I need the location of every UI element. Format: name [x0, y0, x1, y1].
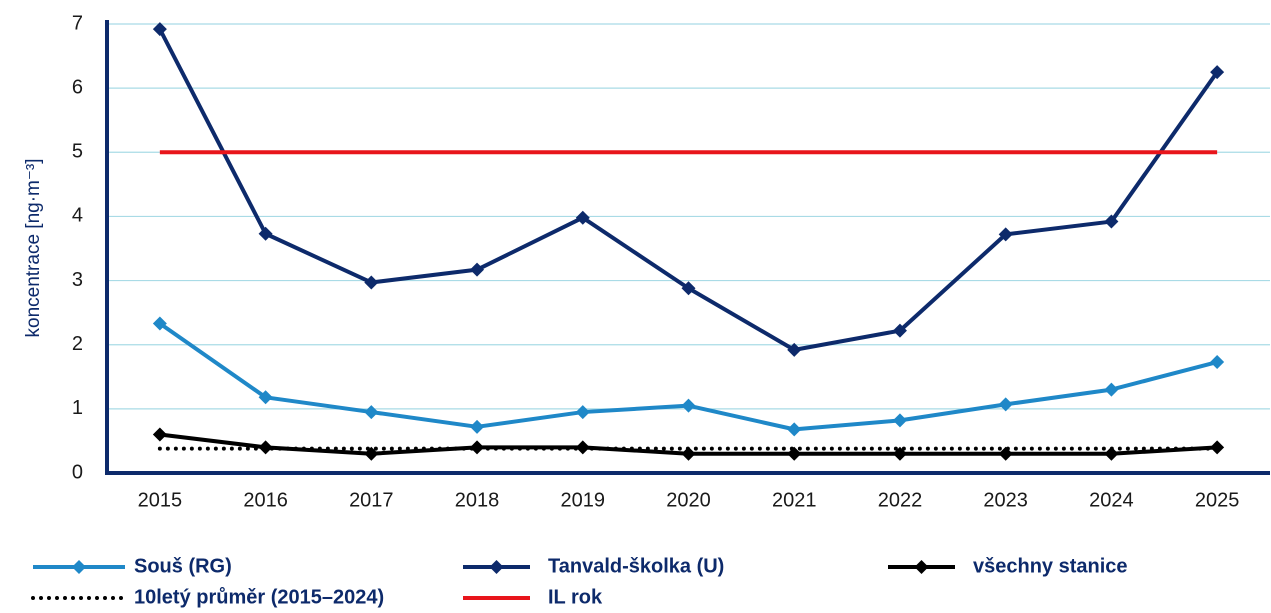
marker	[1104, 446, 1119, 461]
x-tick-label: 2021	[772, 489, 817, 511]
y-tick-label: 3	[72, 269, 83, 291]
legend-marker	[914, 560, 929, 574]
legend-label: všechny stanice	[973, 555, 1128, 577]
marker	[1210, 355, 1225, 370]
marker	[575, 405, 590, 420]
marker	[681, 281, 696, 296]
x-tick-label: 2020	[666, 489, 711, 511]
marker	[575, 440, 590, 455]
marker	[892, 323, 907, 338]
marker	[152, 22, 167, 37]
marker	[364, 275, 379, 290]
marker	[892, 413, 907, 428]
series-line	[158, 321, 1218, 432]
legend-label: Souš (RG)	[134, 555, 232, 577]
marker	[787, 422, 802, 437]
marker	[681, 446, 696, 461]
x-tick-label: 2016	[243, 489, 288, 511]
marker	[152, 427, 167, 442]
y-tick-label: 6	[72, 76, 83, 98]
marker	[892, 446, 907, 461]
marker	[1104, 214, 1119, 229]
legend-marker	[72, 560, 86, 574]
x-tick-label: 2018	[455, 489, 500, 511]
marker	[1104, 382, 1119, 397]
marker	[470, 440, 485, 455]
marker	[258, 390, 273, 405]
marker	[470, 419, 485, 434]
x-tick-label: 2019	[561, 489, 606, 511]
legend-label: 10letý průměr (2015–2024)	[134, 586, 384, 608]
y-tick-label: 2	[72, 333, 83, 355]
y-tick-label: 5	[72, 141, 83, 163]
marker	[152, 316, 167, 331]
marker	[258, 440, 273, 455]
x-tick-label: 2023	[983, 489, 1028, 511]
legend-marker	[489, 560, 504, 574]
x-tick-label: 2017	[349, 489, 394, 511]
marker	[258, 226, 273, 241]
x-tick-label: 2025	[1195, 489, 1240, 511]
marker	[787, 446, 802, 461]
marker	[575, 210, 590, 225]
y-tick-label: 0	[72, 461, 83, 483]
marker	[998, 446, 1013, 461]
y-tick-label: 4	[72, 205, 83, 227]
marker	[1210, 65, 1225, 80]
marker	[364, 446, 379, 461]
marker	[998, 397, 1013, 412]
marker	[470, 262, 485, 277]
legend-label: IL rok	[548, 586, 603, 608]
marker	[998, 227, 1013, 242]
y-tick-label: 7	[72, 12, 83, 34]
x-tick-label: 2015	[138, 489, 183, 511]
y-axis-label: koncentrace [ng·m⁻³]	[23, 159, 44, 338]
legend-label: Tanvald-školka (U)	[548, 555, 724, 577]
series-line	[158, 28, 1219, 352]
marker	[787, 342, 802, 357]
x-tick-label: 2022	[878, 489, 923, 511]
marker	[681, 398, 696, 413]
x-tick-label: 2024	[1089, 489, 1134, 511]
y-tick-label: 1	[72, 397, 83, 419]
marker	[1210, 440, 1225, 455]
marker	[364, 405, 379, 420]
